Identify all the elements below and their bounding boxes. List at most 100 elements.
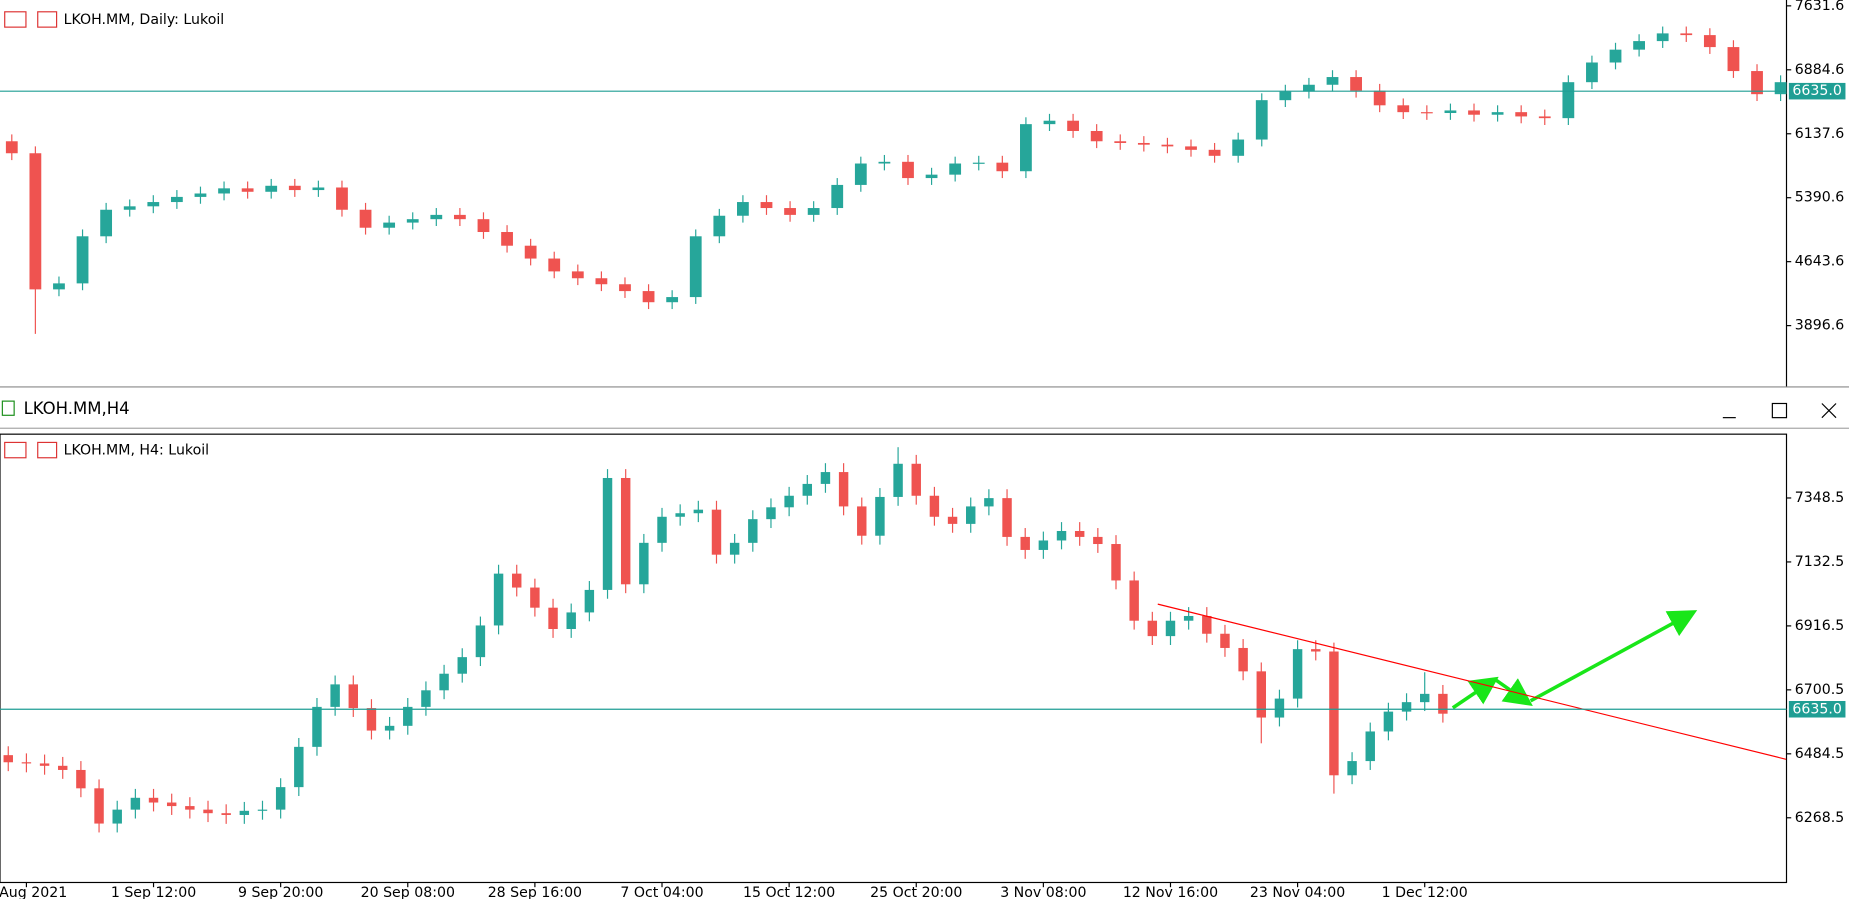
candle-body <box>1444 110 1457 114</box>
candle-body <box>911 463 921 496</box>
arrow <box>1494 678 1533 707</box>
candle-body <box>760 202 773 209</box>
candle-body <box>218 188 230 194</box>
candle-body <box>831 184 844 209</box>
candle-body <box>5 141 18 154</box>
candle-body <box>501 232 513 246</box>
candle-body <box>838 472 849 507</box>
candle-body <box>406 219 419 223</box>
window-bar <box>0 392 1849 429</box>
candle-body <box>548 607 558 630</box>
candle-body <box>929 495 940 517</box>
candle-body <box>972 162 985 164</box>
candle-body <box>548 258 561 272</box>
x-tick-label: 20 Sep 08:00 <box>361 885 455 899</box>
candle-body <box>112 809 122 824</box>
window-icon <box>1 400 15 416</box>
candle-body <box>359 209 372 228</box>
candle-body <box>996 162 1009 172</box>
candle-body <box>1238 647 1248 672</box>
candle-body <box>94 788 104 824</box>
candle-body <box>1633 41 1645 50</box>
candle-body <box>1303 84 1315 92</box>
candle-body <box>1326 77 1339 85</box>
maximize-button[interactable] <box>1771 402 1788 419</box>
y-tick-label: 4643.6 <box>1795 254 1844 270</box>
plot-frame <box>0 433 1788 884</box>
candle-body <box>675 513 685 517</box>
plot: 7348.5 7132.5 6916.5 6700.5 6484.5 6268.5 4 Au… <box>0 447 1846 899</box>
candle-body <box>336 187 348 210</box>
candle-body <box>453 214 466 220</box>
candle-body <box>807 208 820 215</box>
candle-body <box>875 496 885 536</box>
candle-body <box>221 813 231 815</box>
candle-body <box>729 542 740 555</box>
candle-body <box>713 215 726 237</box>
candle-body <box>571 271 584 279</box>
candle-body <box>619 284 631 292</box>
candle-body <box>1538 116 1551 119</box>
candle-body <box>312 187 325 191</box>
y-tick-label: 6137.6 <box>1795 126 1844 142</box>
candle-body <box>1067 120 1079 131</box>
candle-body <box>1020 536 1030 550</box>
arrow <box>1529 610 1698 703</box>
candle-body <box>1438 693 1448 714</box>
candle-body <box>1727 47 1740 72</box>
close-button[interactable] <box>1821 403 1837 419</box>
candle-body <box>595 278 608 285</box>
x-tick-label: 4 Aug 2021 <box>0 885 67 899</box>
x-tick-label: 25 Oct 20:00 <box>870 885 962 899</box>
candle-body <box>1161 144 1174 147</box>
candle-body <box>1147 620 1158 637</box>
candle-body <box>100 209 113 237</box>
icon <box>4 11 27 28</box>
candle-body <box>1043 120 1056 125</box>
candle-body <box>1208 149 1221 156</box>
candle-body <box>947 516 958 524</box>
x-tick-label: 9 Sep 20:00 <box>238 885 323 899</box>
candle-body <box>857 506 867 536</box>
candle-body <box>383 222 396 228</box>
candle-body <box>457 657 467 674</box>
candle-body <box>878 161 891 164</box>
price-label-box <box>1788 700 1846 718</box>
candle-body <box>241 188 254 192</box>
candle-body <box>265 185 278 192</box>
x-tick-label: 7 Oct 04:00 <box>620 885 703 899</box>
candle-body <box>1491 112 1504 115</box>
price-label: 6635.0 <box>1792 701 1841 717</box>
candle-body <box>1774 82 1787 95</box>
candle-body <box>666 297 679 303</box>
candle-body <box>1383 711 1394 732</box>
candle-body <box>925 174 938 179</box>
candle-body <box>1311 649 1321 652</box>
y-tick-label: 3896.6 <box>1795 318 1844 334</box>
candle-body <box>439 673 449 691</box>
candle-body <box>1292 649 1303 699</box>
candle-body <box>784 208 796 215</box>
candle-body <box>1656 33 1669 42</box>
candle-body <box>1751 71 1763 95</box>
candle-body <box>802 483 813 496</box>
candle-body <box>330 684 340 707</box>
y-tick-label: 5390.6 <box>1795 190 1844 206</box>
candle-body <box>203 809 213 814</box>
candle-body <box>1329 651 1339 776</box>
y-tick-label: 7132.5 <box>1795 554 1844 570</box>
candle-body <box>530 587 540 608</box>
candle-body <box>512 573 522 588</box>
candle-body <box>76 769 86 789</box>
candle-body <box>53 283 65 290</box>
y-tick-label: 6884.6 <box>1795 62 1844 78</box>
candle-body <box>170 196 183 203</box>
candle-body <box>430 214 443 220</box>
plot: 7631.6 6884.6 6137.6 5390.6 4643.6 3896.6 6635… <box>0 0 1846 334</box>
candle-body <box>1468 110 1480 115</box>
candle-body <box>39 763 50 766</box>
candle-body <box>784 495 794 508</box>
candle-body <box>366 708 377 731</box>
